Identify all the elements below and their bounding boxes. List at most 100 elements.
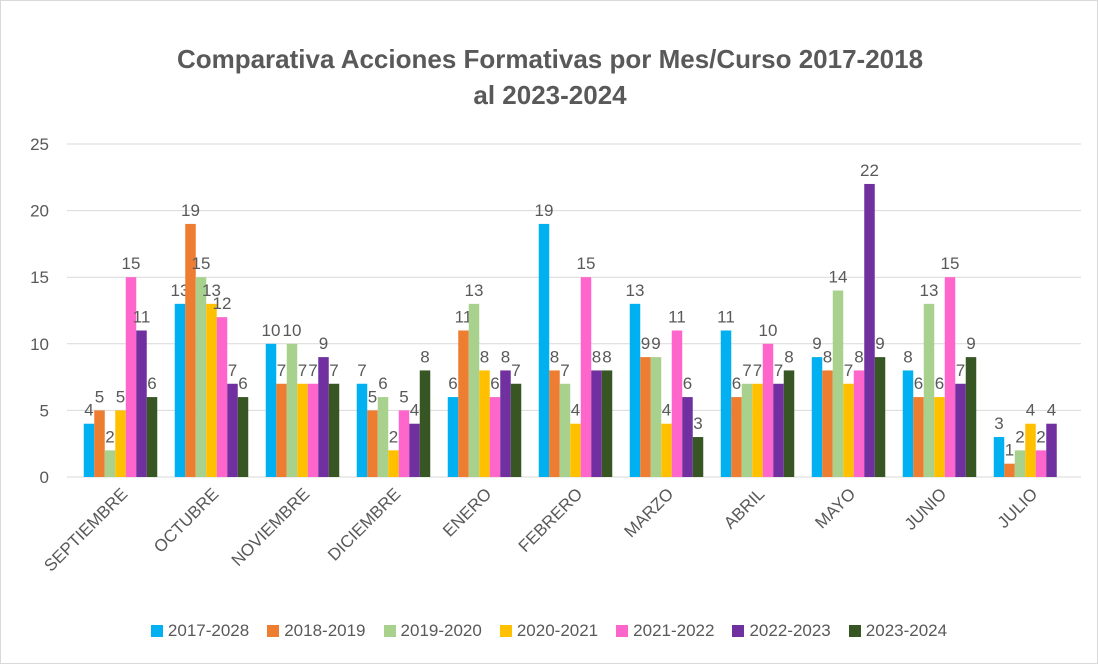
- x-tick-label: JUNIO: [901, 484, 950, 533]
- bar: [328, 383, 340, 477]
- bar: [934, 397, 945, 477]
- bar: [580, 277, 592, 477]
- data-label: 8: [602, 347, 611, 366]
- bar: [752, 383, 763, 477]
- data-label: 8: [480, 347, 489, 366]
- bar: [174, 303, 186, 477]
- bar: [944, 277, 956, 477]
- bar: [388, 450, 399, 477]
- bar: [913, 397, 924, 477]
- data-label: 2: [389, 427, 398, 446]
- legend: 2017-2028 2018-2019 2019-2020 2020-2021 2021…: [1, 621, 1097, 641]
- data-label: 7: [511, 361, 520, 380]
- legend-item: 2022-2023: [732, 621, 831, 641]
- y-tick-label: 5: [40, 401, 49, 420]
- x-tick-label: OCTUBRE: [150, 484, 222, 556]
- data-label: 8: [501, 347, 510, 366]
- data-label: 11: [668, 307, 686, 326]
- data-label: 6: [147, 374, 156, 393]
- x-tick-label: ABRIL: [720, 484, 768, 532]
- data-label: 12: [213, 294, 232, 313]
- bar: [377, 397, 389, 477]
- bar: [902, 370, 914, 477]
- legend-label: 2023-2024: [865, 621, 948, 640]
- bar: [864, 183, 875, 477]
- data-label: 7: [308, 361, 317, 380]
- chart-title: Comparativa Acciones Formativas por Mes/…: [176, 44, 924, 110]
- data-label: 4: [662, 401, 671, 420]
- bar: [468, 303, 480, 477]
- bar: [297, 383, 308, 477]
- y-tick-label: 0: [40, 468, 49, 487]
- data-label: 6: [683, 374, 692, 393]
- data-label: 9: [651, 334, 660, 353]
- data-label: 8: [823, 347, 832, 366]
- bar: [146, 397, 158, 477]
- data-label: 19: [535, 201, 554, 220]
- bar: [94, 410, 105, 477]
- bar: [853, 370, 865, 477]
- bar: [500, 370, 511, 477]
- y-tick-label: 15: [30, 268, 49, 287]
- bar: [286, 343, 298, 477]
- data-label: 15: [122, 254, 141, 273]
- bar: [136, 330, 147, 477]
- bar: [510, 383, 522, 477]
- bar: [601, 370, 613, 477]
- y-tick-label: 25: [30, 135, 49, 154]
- bar: [447, 397, 459, 477]
- x-tick-label: SEPTIEMBRE: [40, 484, 131, 575]
- bar: [195, 277, 207, 477]
- bar: [811, 357, 823, 477]
- data-label: 9: [319, 334, 328, 353]
- bar: [629, 303, 641, 477]
- data-label: 6: [448, 374, 457, 393]
- data-label: 5: [399, 387, 408, 406]
- x-tick-label: MAYO: [811, 484, 859, 532]
- bar: [409, 423, 420, 477]
- bar: [843, 383, 854, 477]
- bar: [367, 410, 378, 477]
- x-tick-label: ENERO: [439, 484, 495, 540]
- data-label: 4: [571, 401, 580, 420]
- bar: [832, 290, 844, 477]
- data-label: 4: [1047, 401, 1056, 420]
- bar: [1046, 423, 1057, 477]
- data-label: 3: [693, 414, 702, 433]
- bar: [318, 357, 329, 477]
- data-label: 7: [329, 361, 338, 380]
- legend-swatch: [616, 625, 629, 637]
- legend-label: 2021-2022: [633, 621, 715, 640]
- bar: [227, 383, 238, 477]
- data-label: 22: [860, 161, 879, 180]
- legend-swatch: [848, 625, 861, 637]
- data-label: 10: [262, 321, 281, 340]
- legend-item: 2023-2024: [848, 621, 948, 641]
- data-label: 7: [774, 361, 783, 380]
- data-label: 6: [732, 374, 741, 393]
- bar: [1014, 450, 1026, 477]
- legend-swatch: [732, 625, 745, 637]
- data-label: 15: [577, 254, 596, 273]
- data-label: 8: [854, 347, 863, 366]
- legend-label: 2018-2019: [284, 621, 366, 640]
- bar: [307, 383, 319, 477]
- data-label: 10: [759, 321, 778, 340]
- data-label: 4: [410, 401, 419, 420]
- bar: [185, 223, 196, 477]
- data-label: 11: [133, 307, 151, 326]
- bar: [692, 437, 704, 477]
- data-label: 6: [490, 374, 499, 393]
- data-label: 8: [903, 347, 912, 366]
- data-label: 8: [592, 347, 601, 366]
- data-label: 14: [829, 268, 848, 287]
- data-label: 13: [171, 281, 190, 300]
- bar: [661, 423, 672, 477]
- bar: [206, 303, 217, 477]
- data-label: 7: [357, 361, 366, 380]
- data-label: 6: [935, 374, 944, 393]
- data-label: 6: [378, 374, 387, 393]
- bar: [993, 437, 1005, 477]
- x-tick-label: NOVIEMBRE: [228, 484, 314, 570]
- data-label: 5: [116, 387, 125, 406]
